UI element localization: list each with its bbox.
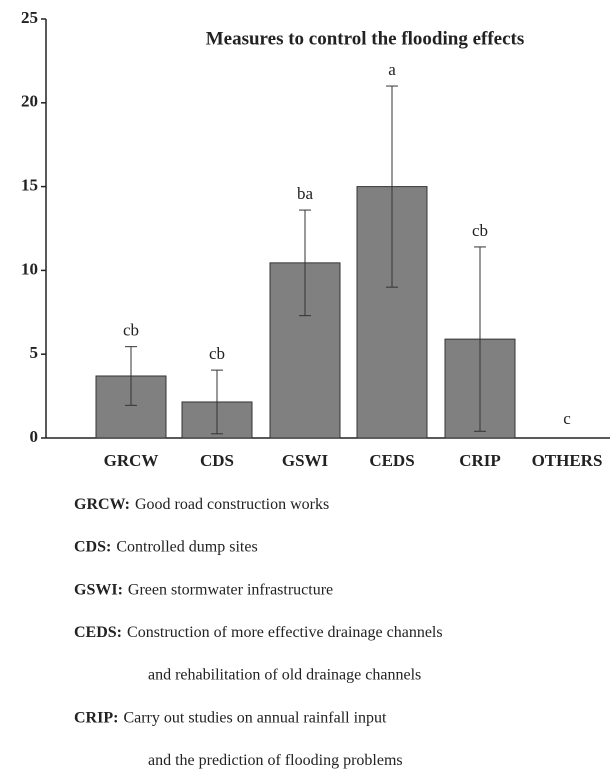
note: GRCW: Good road construction works — [74, 496, 329, 513]
note-abbr: CRIP: — [74, 709, 118, 726]
significance-label: cb — [209, 344, 225, 363]
chart-title: Measures to control the flooding effects — [206, 28, 525, 49]
note-abbr: GSWI: — [74, 581, 123, 598]
significance-label: cb — [472, 221, 488, 240]
error-bar — [211, 369, 223, 435]
error-bar — [299, 209, 311, 317]
y-tick-label: 15 — [21, 176, 38, 195]
y-tick-label: 20 — [21, 92, 38, 111]
x-tick-label: OTHERS — [532, 451, 603, 470]
y-tick-label: 0 — [30, 427, 39, 446]
x-tick-label: CEDS — [369, 451, 414, 470]
note: GSWI: Green stormwater infrastructure — [74, 581, 333, 598]
y-tick-label: 10 — [21, 259, 38, 278]
error-bar — [386, 85, 398, 288]
error-bar — [474, 246, 486, 432]
note-abbr: CEDS: — [74, 624, 122, 641]
note: CRIP: Carry out studies on annual rainfal… — [74, 709, 387, 726]
x-tick-label: CDS — [200, 451, 234, 470]
note-text: Controlled dump sites — [116, 538, 257, 555]
note-continued: and rehabilitation of old drainage chann… — [148, 666, 421, 683]
note-text: Carry out studies on annual rainfall inp… — [123, 709, 387, 726]
x-tick-label: GRCW — [104, 451, 159, 470]
significance-label: ba — [297, 184, 314, 203]
error-bar — [125, 346, 137, 406]
note-text: Good road construction works — [135, 496, 329, 513]
x-tick-label: GSWI — [282, 451, 329, 470]
y-tick-label: 5 — [30, 343, 39, 362]
note-continued: and the prediction of flooding problems — [148, 752, 403, 769]
significance-label: a — [388, 60, 396, 79]
note: CEDS: Construction of more effective drai… — [74, 624, 443, 641]
y-tick-label: 25 — [21, 8, 38, 27]
note-abbr: GRCW: — [74, 496, 130, 513]
significance-label: c — [563, 409, 571, 428]
x-tick-label: CRIP — [459, 451, 501, 470]
significance-label: cb — [123, 321, 139, 340]
note-text: Green stormwater infrastructure — [128, 581, 333, 598]
note-abbr: CDS: — [74, 538, 111, 555]
note-text: Construction of more effective drainage … — [127, 624, 443, 641]
note: CDS: Controlled dump sites — [74, 538, 258, 555]
